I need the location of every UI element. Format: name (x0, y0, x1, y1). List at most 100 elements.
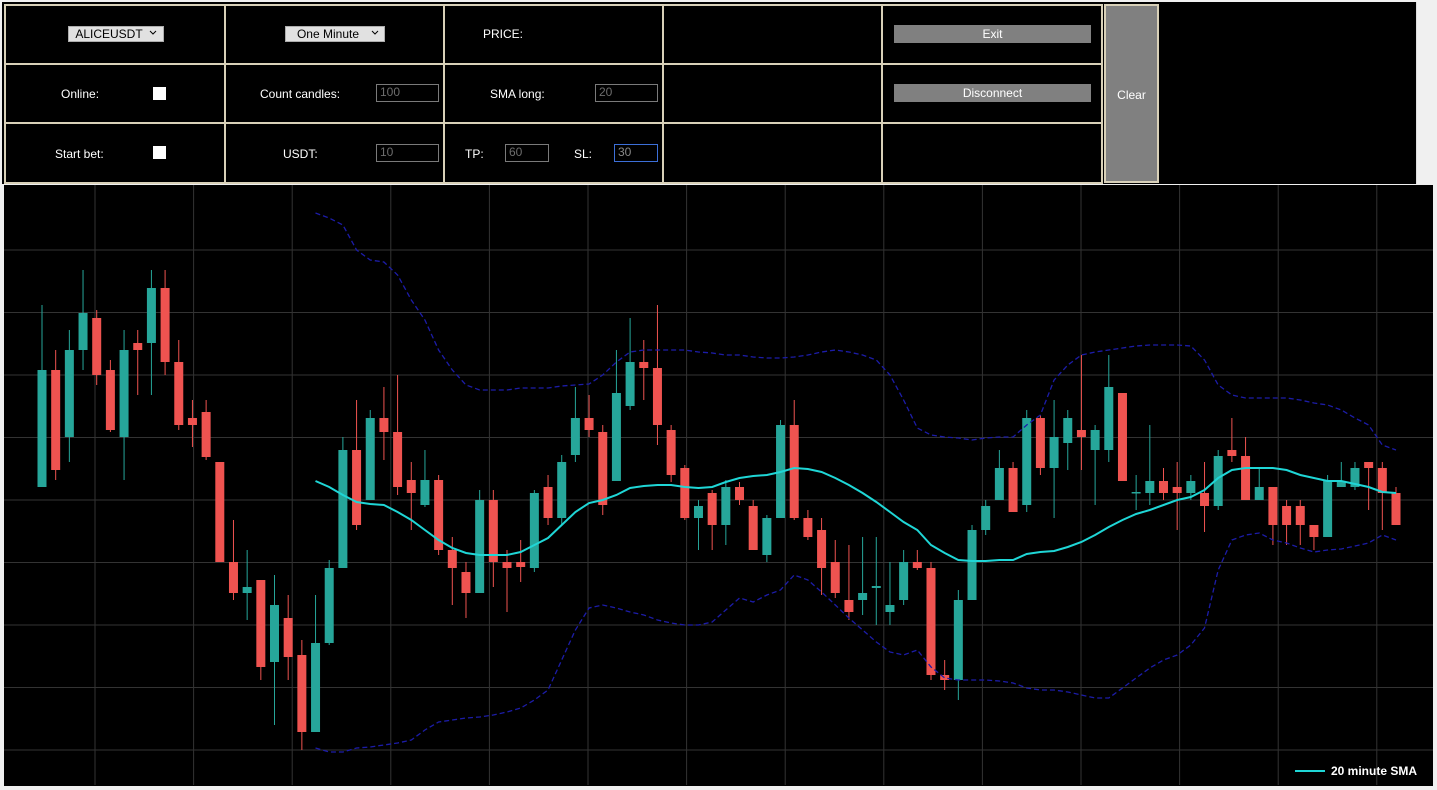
interval-value: One Minute (296, 27, 360, 41)
candle-body (461, 572, 471, 593)
dropdown-arrow (371, 30, 379, 35)
exit-button[interactable]: Exit (894, 25, 1091, 43)
usdt-input[interactable]: 10 (376, 144, 439, 162)
price-label: PRICE: (483, 27, 524, 41)
sma-long-label: SMA long: (490, 87, 545, 101)
sma-line (315, 466, 1397, 562)
candle-body (338, 450, 348, 568)
candle-body (502, 562, 512, 568)
candle-body (1035, 418, 1045, 468)
candle-body (871, 586, 881, 588)
start-bet-checkbox[interactable] (153, 146, 166, 159)
candle-body (1323, 481, 1333, 537)
candle-body (967, 530, 977, 600)
candle-body (1364, 462, 1374, 468)
candle-body (447, 550, 457, 568)
candle-body (1200, 493, 1210, 506)
sl-label: SL: (574, 147, 593, 161)
candle-body (1295, 506, 1305, 525)
candle-body (1282, 506, 1292, 525)
candle-body (187, 418, 197, 425)
candle-body (324, 568, 334, 643)
tp-input[interactable]: 60 (505, 144, 549, 162)
candle-body (748, 506, 758, 550)
candle-body (940, 675, 950, 680)
candle-body (379, 418, 389, 432)
candle-body (434, 480, 444, 550)
candle-body (1391, 493, 1401, 525)
cell (662, 122, 884, 184)
candle-body (625, 362, 635, 406)
candle-body (666, 430, 676, 475)
candle-body (680, 468, 690, 518)
legend-label: 20 minute SMA (1331, 764, 1417, 778)
interval-select[interactable]: One Minute (285, 26, 385, 42)
sl-input[interactable]: 30 (614, 144, 658, 162)
sma-long-input[interactable]: 20 (595, 84, 658, 102)
chart: 20 minute SMA (4, 185, 1433, 786)
candle-body (51, 370, 61, 470)
candle-body (1268, 487, 1278, 525)
online-checkbox[interactable] (153, 87, 166, 100)
candle-body (981, 506, 991, 530)
candle-body (1254, 487, 1264, 500)
candle-body (105, 370, 115, 430)
candle-body (1145, 481, 1155, 493)
clear-button[interactable]: Clear (1104, 4, 1159, 183)
symbol-select[interactable]: ALICEUSDT (68, 26, 164, 42)
disconnect-button[interactable]: Disconnect (894, 84, 1091, 102)
cell (662, 63, 884, 124)
cell (662, 4, 884, 65)
candle-body (570, 418, 580, 455)
candle-body (1104, 387, 1114, 450)
candle-body (912, 562, 922, 568)
cell (4, 63, 226, 124)
candle-body (652, 368, 662, 425)
candle-body (1076, 430, 1086, 437)
candle-body (365, 418, 375, 500)
candle-body (830, 562, 840, 593)
candle-body (817, 530, 827, 568)
candle-body (242, 587, 252, 593)
candle-body (1172, 487, 1182, 493)
band-line (315, 212, 1397, 451)
candle-body (283, 618, 293, 657)
candle-body (885, 605, 895, 612)
candle-body (1049, 437, 1059, 468)
candle-body (1377, 468, 1387, 493)
candle-body (516, 562, 526, 567)
cell (443, 4, 665, 65)
candle-body (994, 468, 1004, 500)
candle-body (488, 500, 498, 562)
cell (881, 122, 1103, 184)
candle-body (721, 487, 731, 525)
candle-body (1213, 456, 1223, 506)
candle-body (1117, 393, 1127, 481)
candle-body (78, 313, 88, 350)
candle-body (762, 518, 772, 555)
candle-body (37, 370, 47, 487)
candle-body (789, 425, 799, 518)
usdt-label: USDT: (283, 147, 318, 161)
candle-body (133, 343, 143, 350)
candle-body (598, 432, 608, 505)
candle-body (311, 643, 321, 732)
candle-body (735, 487, 745, 500)
candle-body (406, 480, 416, 493)
candle-body (256, 580, 266, 667)
scrollbar[interactable] (1416, 2, 1433, 184)
candle-body (393, 432, 403, 487)
candle-body (611, 393, 621, 481)
candle-body (543, 487, 553, 518)
online-label: Online: (61, 87, 100, 101)
candle-body (844, 600, 854, 612)
candle-body (475, 500, 485, 593)
candle-body (557, 462, 567, 518)
candle-body (1158, 481, 1168, 493)
count-candles-input[interactable]: 100 (376, 84, 439, 102)
candle-body (858, 593, 868, 600)
candle-body (707, 493, 717, 525)
candle-body (1131, 492, 1141, 494)
candle-body (1186, 481, 1196, 493)
